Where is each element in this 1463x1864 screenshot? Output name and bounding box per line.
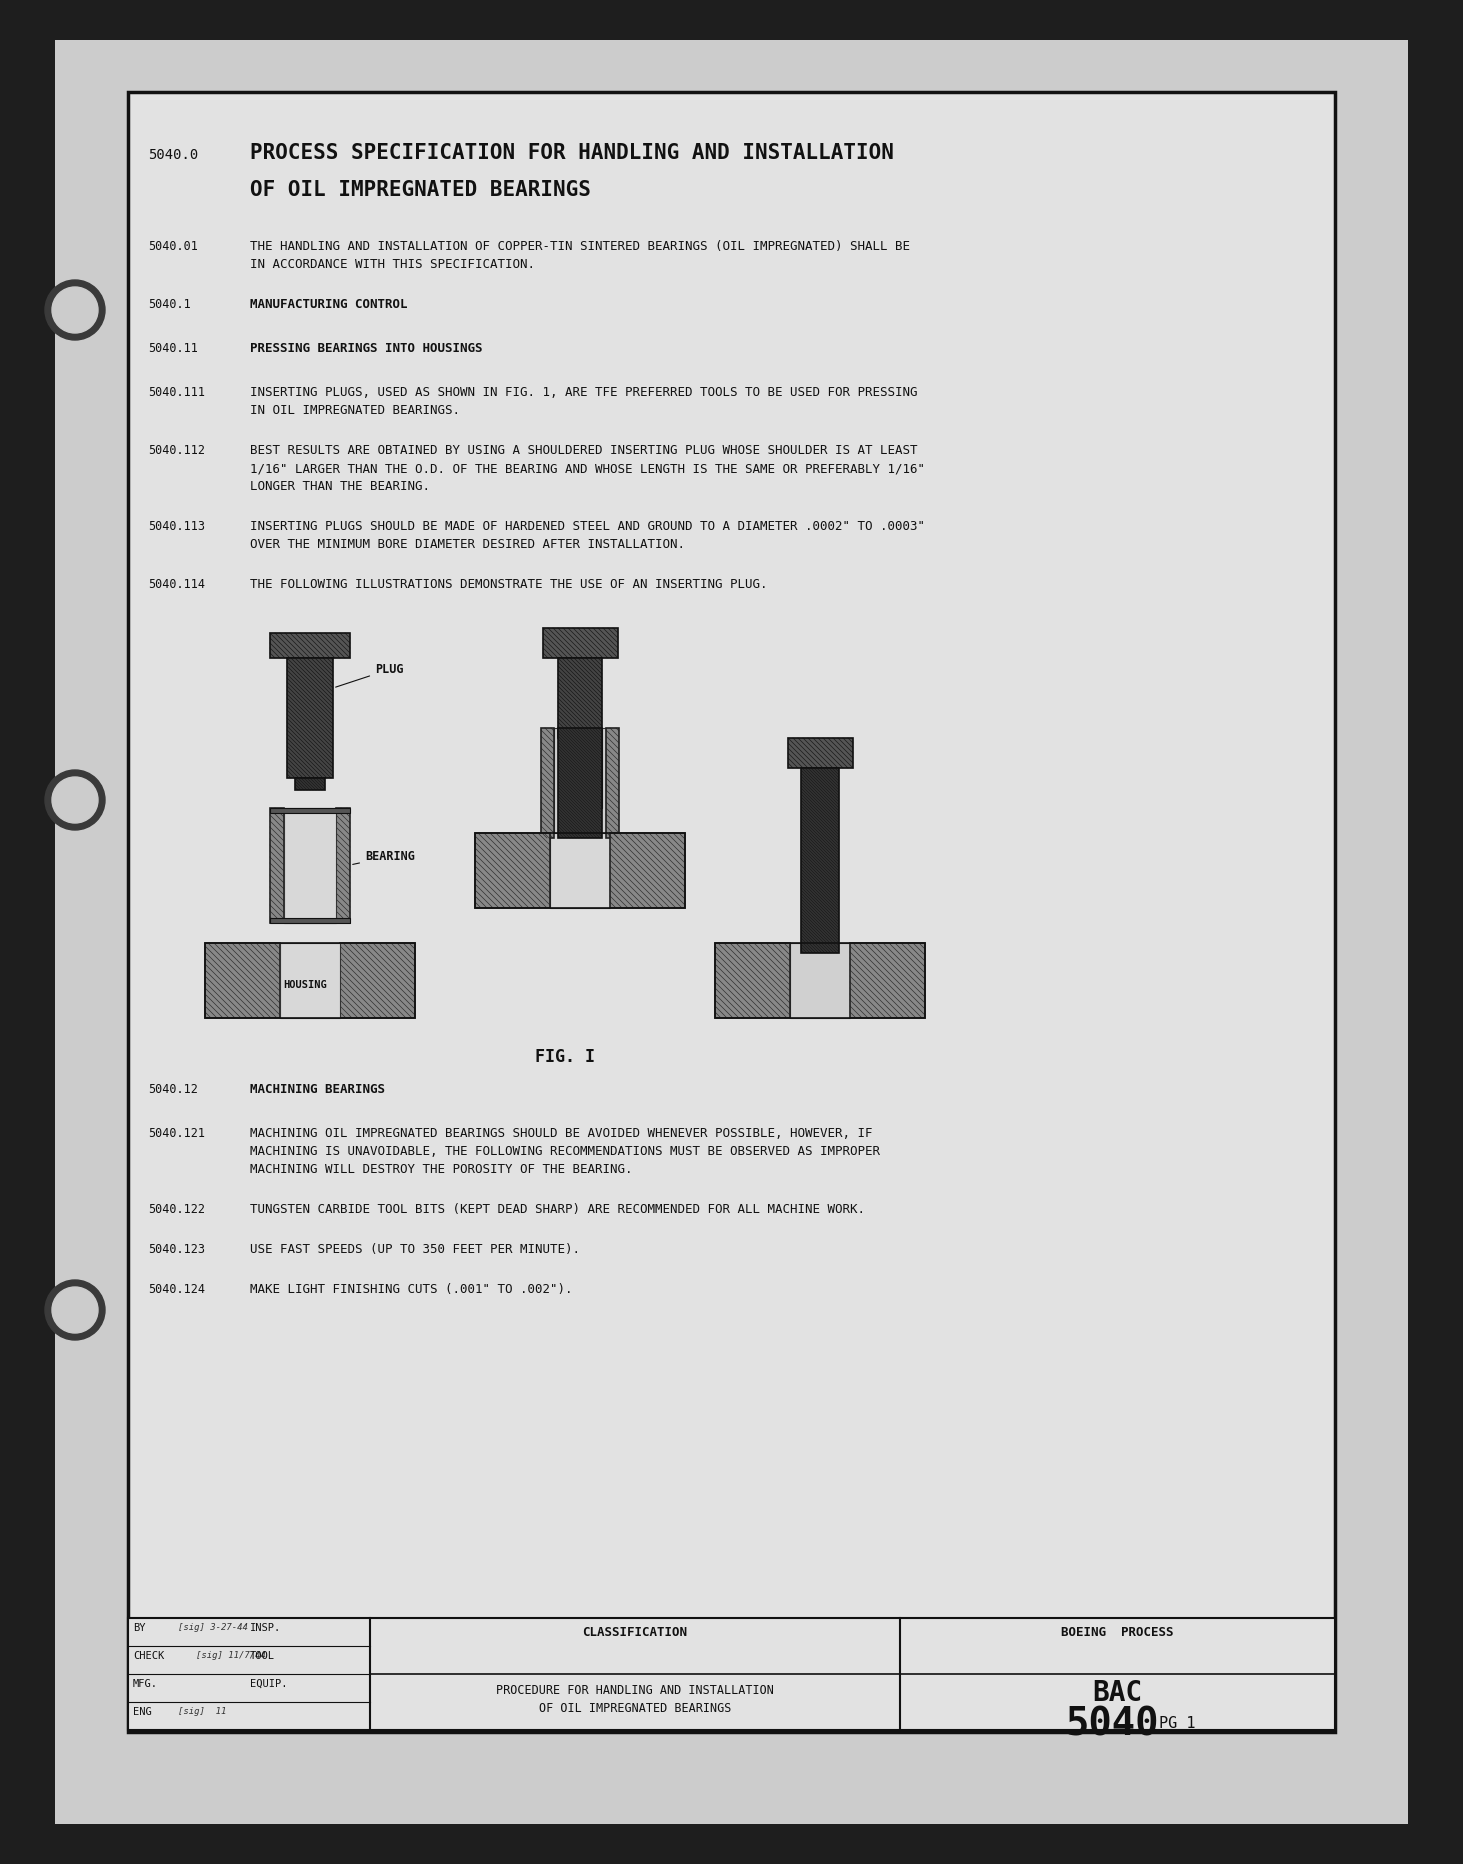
Text: 5040.111: 5040.111 — [148, 386, 205, 399]
Bar — [475, 833, 685, 908]
Bar — [205, 943, 279, 1018]
Text: IN ACCORDANCE WITH THIS SPECIFICATION.: IN ACCORDANCE WITH THIS SPECIFICATION. — [250, 257, 535, 270]
Text: CLASSIFICATION: CLASSIFICATION — [582, 1625, 688, 1638]
Text: USE FAST SPEEDS (UP TO 350 FEET PER MINUTE).: USE FAST SPEEDS (UP TO 350 FEET PER MINU… — [250, 1243, 579, 1256]
Text: PG 1: PG 1 — [1159, 1717, 1195, 1732]
Text: BAC: BAC — [1091, 1679, 1143, 1707]
Bar — [606, 729, 619, 839]
Text: THE FOLLOWING ILLUSTRATIONS DEMONSTRATE THE USE OF AN INSERTING PLUG.: THE FOLLOWING ILLUSTRATIONS DEMONSTRATE … — [250, 578, 768, 591]
Text: 5040.112: 5040.112 — [148, 444, 205, 457]
Text: 5040.122: 5040.122 — [148, 1202, 205, 1215]
Text: 5040.12: 5040.12 — [148, 1083, 198, 1096]
Bar — [557, 729, 601, 807]
Bar — [850, 943, 925, 1018]
Bar — [802, 768, 838, 953]
Bar — [336, 807, 350, 923]
Text: [sig]  11: [sig] 11 — [178, 1707, 227, 1717]
Text: 1/16" LARGER THAN THE O.D. OF THE BEARING AND WHOSE LENGTH IS THE SAME OR PREFER: 1/16" LARGER THAN THE O.D. OF THE BEARIN… — [250, 462, 925, 475]
Bar — [287, 658, 334, 777]
Text: BY: BY — [133, 1624, 145, 1633]
Text: OF OIL IMPREGNATED BEARINGS: OF OIL IMPREGNATED BEARINGS — [538, 1702, 732, 1715]
Text: MFG.: MFG. — [133, 1679, 158, 1689]
Bar — [271, 807, 350, 813]
Text: MACHINING IS UNAVOIDABLE, THE FOLLOWING RECOMMENDATIONS MUST BE OBSERVED AS IMPR: MACHINING IS UNAVOIDABLE, THE FOLLOWING … — [250, 1144, 881, 1158]
Text: TUNGSTEN CARBIDE TOOL BITS (KEPT DEAD SHARP) ARE RECOMMENDED FOR ALL MACHINE WOR: TUNGSTEN CARBIDE TOOL BITS (KEPT DEAD SH… — [250, 1202, 865, 1215]
Text: PRESSING BEARINGS INTO HOUSINGS: PRESSING BEARINGS INTO HOUSINGS — [250, 341, 483, 354]
Text: HOUSING: HOUSING — [284, 980, 326, 990]
Text: INSERTING PLUGS, USED AS SHOWN IN FIG. 1, ARE TFE PREFERRED TOOLS TO BE USED FOR: INSERTING PLUGS, USED AS SHOWN IN FIG. 1… — [250, 386, 917, 399]
Bar — [284, 807, 336, 923]
Text: 5040.124: 5040.124 — [148, 1282, 205, 1295]
Bar — [339, 943, 415, 1018]
Text: 5040: 5040 — [1065, 1706, 1159, 1745]
Text: TOOL: TOOL — [250, 1652, 275, 1661]
Text: PROCEDURE FOR HANDLING AND INSTALLATION: PROCEDURE FOR HANDLING AND INSTALLATION — [496, 1683, 774, 1696]
Text: PLUG: PLUG — [335, 664, 404, 688]
Bar — [789, 738, 853, 768]
Text: 5040.121: 5040.121 — [148, 1128, 205, 1141]
Text: 5040.113: 5040.113 — [148, 520, 205, 533]
Bar — [543, 628, 617, 658]
Text: INSERTING PLUGS SHOULD BE MADE OF HARDENED STEEL AND GROUND TO A DIAMETER .0002": INSERTING PLUGS SHOULD BE MADE OF HARDEN… — [250, 520, 925, 533]
Text: EQUIP.: EQUIP. — [250, 1679, 288, 1689]
Bar — [557, 658, 601, 738]
Text: LONGER THAN THE BEARING.: LONGER THAN THE BEARING. — [250, 481, 430, 492]
Text: 5040.1: 5040.1 — [148, 298, 190, 311]
Circle shape — [53, 287, 98, 334]
Text: OF OIL IMPREGNATED BEARINGS: OF OIL IMPREGNATED BEARINGS — [250, 181, 591, 199]
Bar — [271, 807, 284, 923]
Text: BEARING: BEARING — [353, 850, 415, 865]
Text: MANUFACTURING CONTROL: MANUFACTURING CONTROL — [250, 298, 408, 311]
Circle shape — [45, 1281, 105, 1340]
Text: BEST RESULTS ARE OBTAINED BY USING A SHOULDERED INSERTING PLUG WHOSE SHOULDER IS: BEST RESULTS ARE OBTAINED BY USING A SHO… — [250, 444, 917, 457]
Text: BOEING  PROCESS: BOEING PROCESS — [1061, 1625, 1173, 1638]
Bar — [271, 917, 350, 923]
Bar — [557, 729, 601, 839]
Circle shape — [53, 777, 98, 824]
Bar — [127, 1618, 1336, 1730]
Text: 5040.11: 5040.11 — [148, 341, 198, 354]
Text: CHECK: CHECK — [133, 1652, 164, 1661]
Bar — [715, 943, 925, 1018]
Circle shape — [45, 770, 105, 829]
Text: ENG: ENG — [133, 1707, 152, 1717]
Text: MAKE LIGHT FINISHING CUTS (.001" TO .002").: MAKE LIGHT FINISHING CUTS (.001" TO .002… — [250, 1282, 572, 1295]
Text: 5040.114: 5040.114 — [148, 578, 205, 591]
Bar — [550, 833, 610, 908]
Bar — [610, 833, 685, 908]
Bar — [475, 833, 550, 908]
Text: MACHINING WILL DESTROY THE POROSITY OF THE BEARING.: MACHINING WILL DESTROY THE POROSITY OF T… — [250, 1163, 632, 1176]
Circle shape — [45, 280, 105, 339]
Bar — [127, 91, 1336, 1732]
Bar — [790, 943, 850, 1018]
Bar — [205, 943, 415, 1018]
Bar — [296, 777, 325, 790]
Text: [sig] 11/7/44: [sig] 11/7/44 — [196, 1652, 266, 1661]
Text: THE HANDLING AND INSTALLATION OF COPPER-TIN SINTERED BEARINGS (OIL IMPREGNATED) : THE HANDLING AND INSTALLATION OF COPPER-… — [250, 240, 910, 254]
Text: MACHINING BEARINGS: MACHINING BEARINGS — [250, 1083, 385, 1096]
Text: MACHINING OIL IMPREGNATED BEARINGS SHOULD BE AVOIDED WHENEVER POSSIBLE, HOWEVER,: MACHINING OIL IMPREGNATED BEARINGS SHOUL… — [250, 1128, 872, 1141]
Text: [sig] 3-27-44: [sig] 3-27-44 — [178, 1624, 247, 1633]
Text: OVER THE MINIMUM BORE DIAMETER DESIRED AFTER INSTALLATION.: OVER THE MINIMUM BORE DIAMETER DESIRED A… — [250, 539, 685, 552]
Bar — [271, 634, 350, 658]
Text: FIG. I: FIG. I — [535, 1048, 595, 1066]
Bar — [554, 729, 606, 839]
Text: 5040.0: 5040.0 — [148, 147, 199, 162]
Text: PROCESS SPECIFICATION FOR HANDLING AND INSTALLATION: PROCESS SPECIFICATION FOR HANDLING AND I… — [250, 144, 894, 162]
Text: INSP.: INSP. — [250, 1624, 281, 1633]
Text: 5040.123: 5040.123 — [148, 1243, 205, 1256]
Text: IN OIL IMPREGNATED BEARINGS.: IN OIL IMPREGNATED BEARINGS. — [250, 404, 459, 418]
Bar — [541, 729, 554, 839]
Bar — [715, 943, 790, 1018]
Bar — [279, 943, 339, 1018]
Text: 5040.01: 5040.01 — [148, 240, 198, 254]
Circle shape — [53, 1286, 98, 1333]
